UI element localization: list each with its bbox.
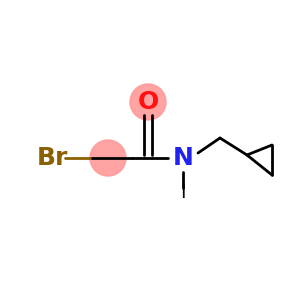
Text: Br: Br xyxy=(36,146,68,170)
Text: l: l xyxy=(180,182,186,202)
Text: N: N xyxy=(172,146,194,170)
Text: O: O xyxy=(137,90,159,114)
Circle shape xyxy=(130,84,166,120)
Circle shape xyxy=(90,140,126,176)
